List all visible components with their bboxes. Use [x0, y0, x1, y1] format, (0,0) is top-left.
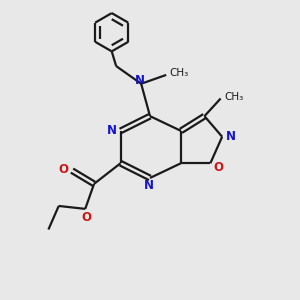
Text: CH₃: CH₃	[224, 92, 244, 102]
Text: N: N	[143, 179, 154, 192]
Text: O: O	[58, 163, 68, 176]
Text: N: N	[135, 74, 145, 87]
Text: N: N	[107, 124, 117, 137]
Text: N: N	[225, 130, 236, 143]
Text: CH₃: CH₃	[170, 68, 189, 78]
Text: O: O	[82, 211, 92, 224]
Text: O: O	[214, 161, 224, 174]
